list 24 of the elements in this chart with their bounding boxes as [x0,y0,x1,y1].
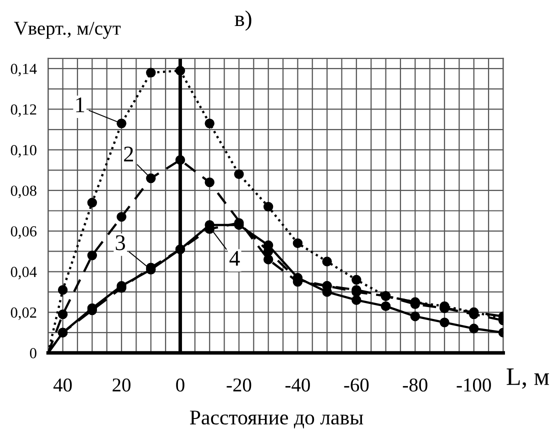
annotation: 2 [124,146,133,162]
x-tick-label: 20 [112,378,130,392]
y-tick-label: 0 [30,348,36,358]
chart-title: в) [234,10,252,31]
x-tick-label: 40 [53,378,72,392]
annotation: 3 [116,235,126,250]
y-tick-label: 0,10 [10,144,36,158]
y-tick-label: 0,12 [10,104,36,117]
annotation: 1 [76,97,84,112]
y-tick-label: 0,14 [10,64,37,76]
y-tick-label: 0,08 [10,186,36,198]
x-tick-label: -60 [344,378,369,392]
x-tick-label: -20 [226,378,252,392]
text: L, м [506,368,549,389]
y-tick-label: 0,06 [10,226,37,239]
x-tick-label: -40 [285,378,310,392]
y-tick-label: 0,02 [10,307,36,320]
x-tick-label: -80 [402,378,428,392]
annotation: 4 [229,251,240,266]
y-tick-label: 0,04 [10,266,37,280]
x-tick-label: 0 [176,378,184,392]
y-axis-title: Vверт., м/сут [14,22,121,39]
x-axis-title: Расстояние до лавы [190,410,364,428]
x-tick-label: -100 [456,378,491,392]
